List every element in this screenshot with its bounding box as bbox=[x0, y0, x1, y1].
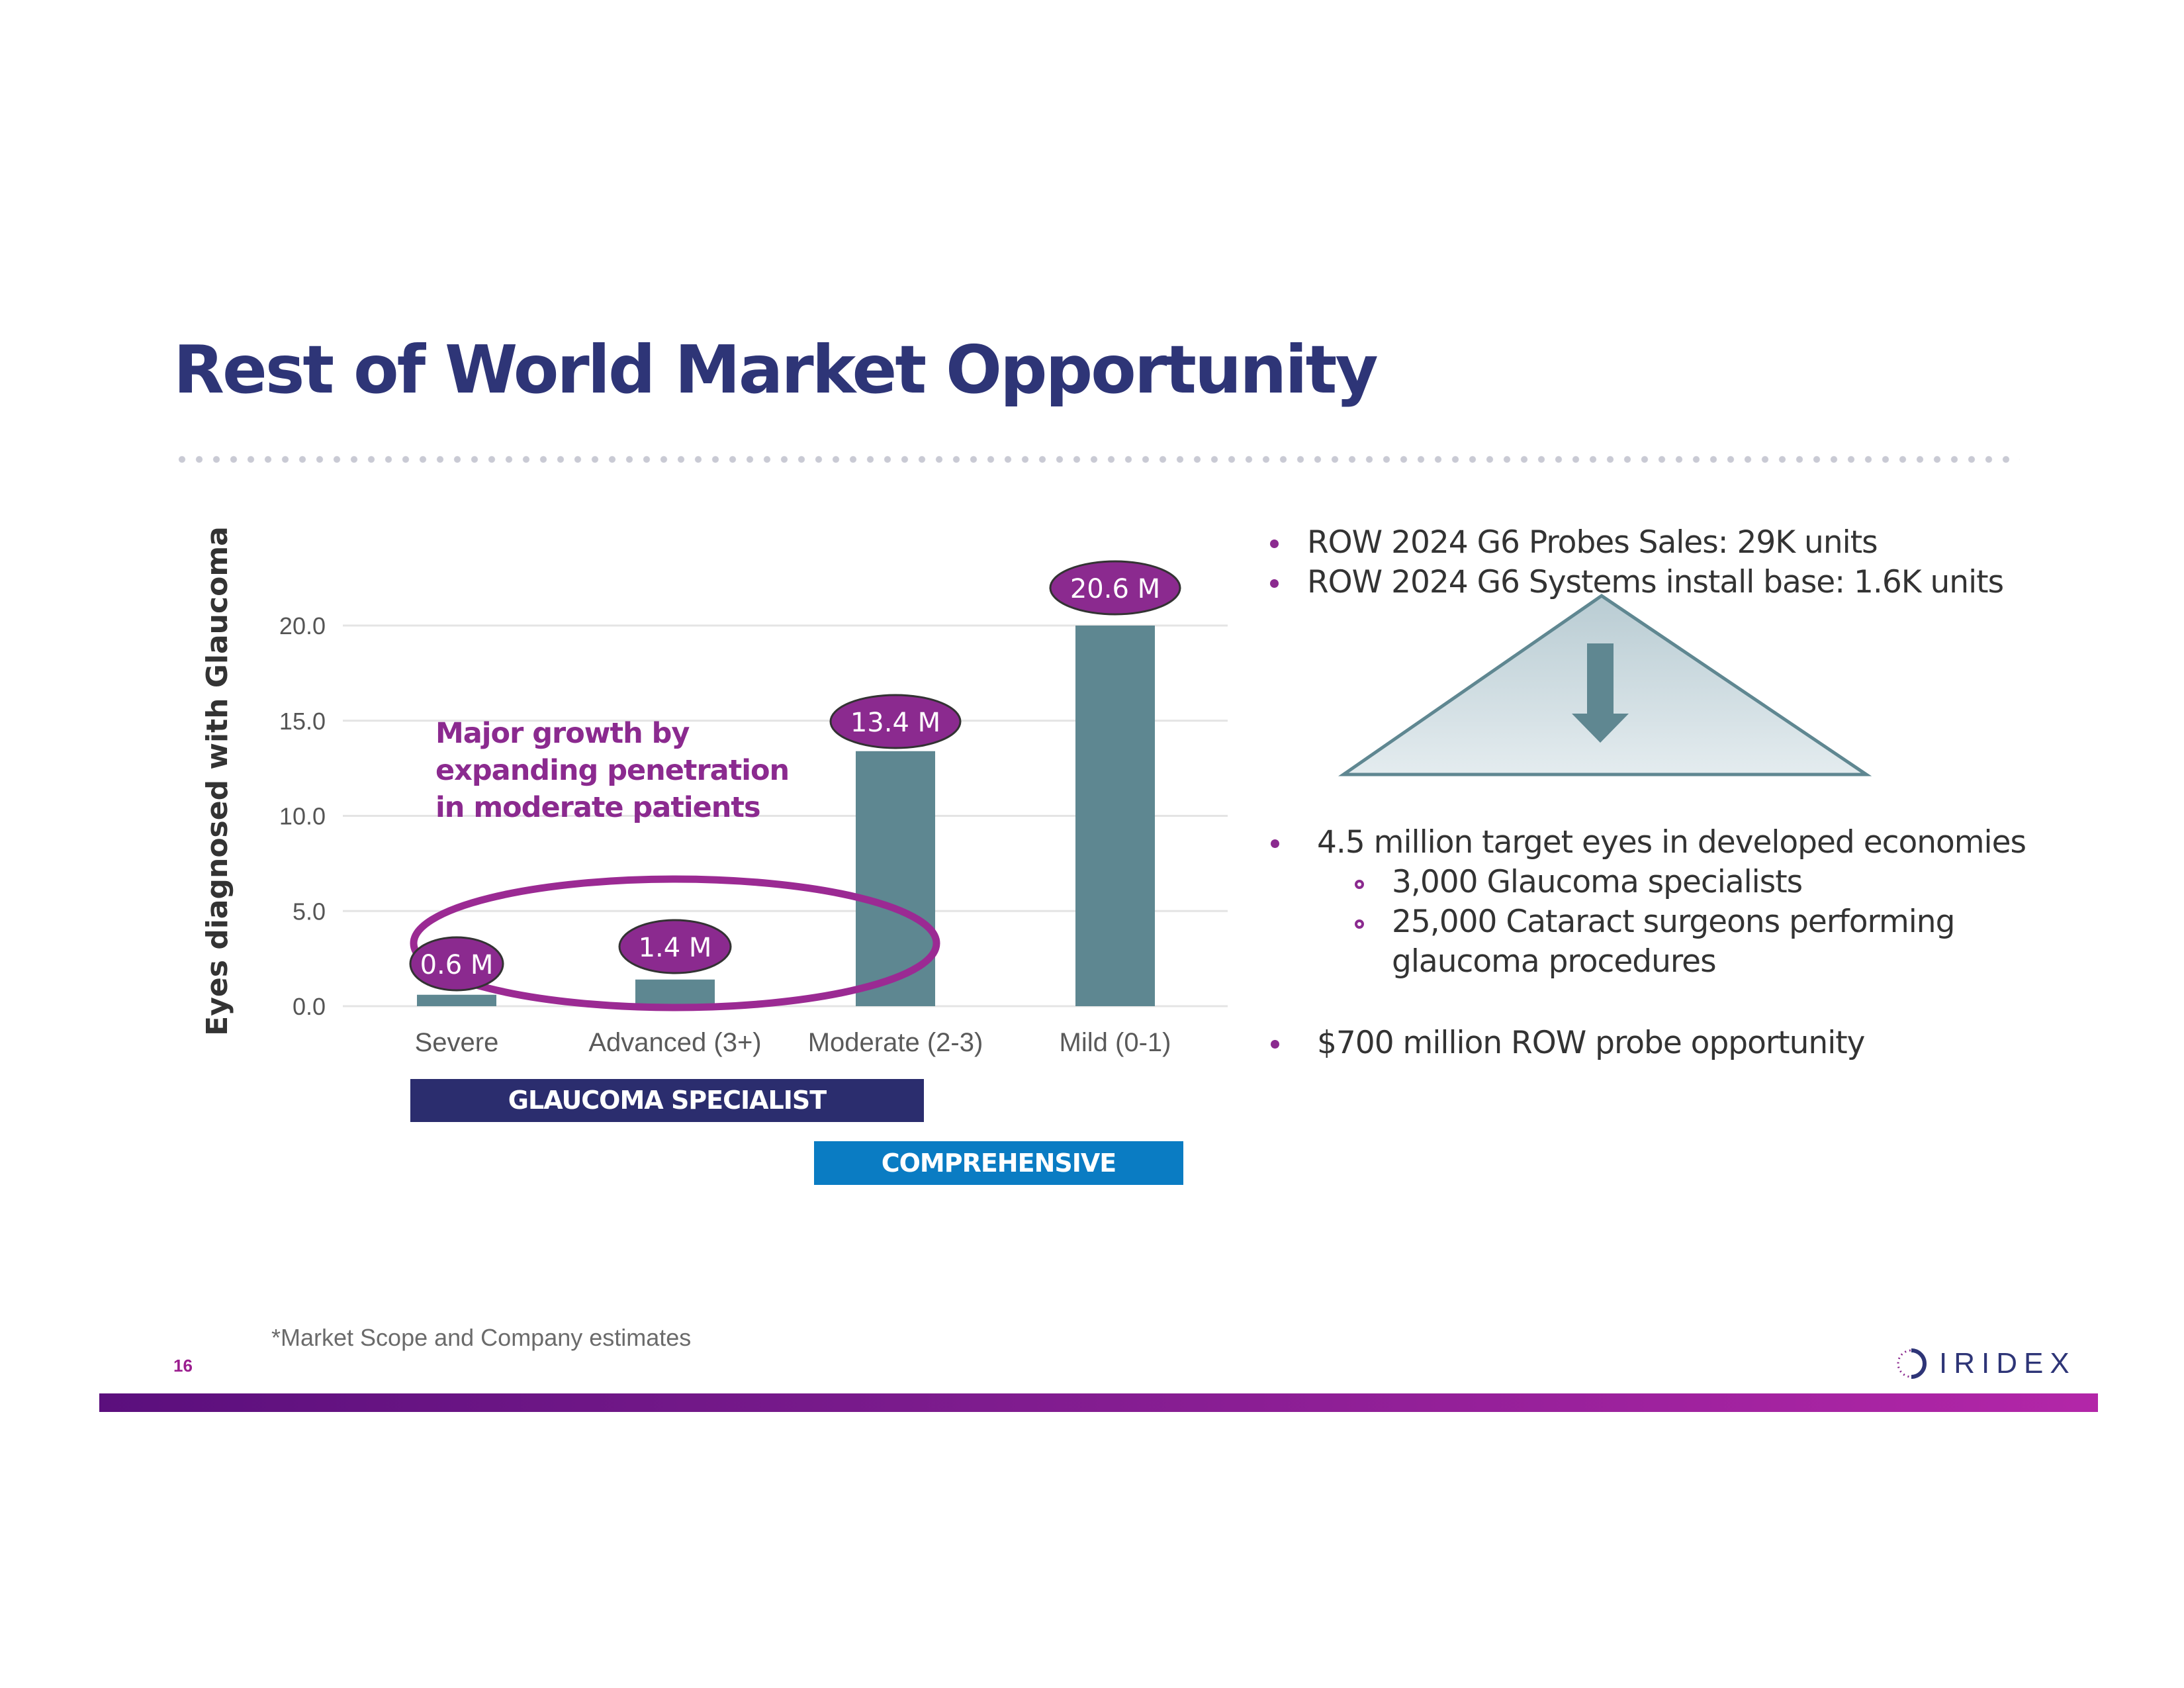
x-tick-labels: Severe Advanced (3+) Moderate (2-3) Mild (0… bbox=[415, 1028, 1171, 1057]
bar bbox=[1075, 626, 1155, 1006]
y-tick-label: 10.0 bbox=[279, 803, 326, 830]
logo-text: IRIDEX bbox=[1939, 1347, 2076, 1380]
data-label: 13.4 M bbox=[850, 708, 940, 738]
data-label-bubble bbox=[829, 694, 962, 749]
y-tick-label: 15.0 bbox=[279, 708, 326, 735]
growth-annotation: Major growth by expanding penetration in… bbox=[435, 717, 790, 824]
bullet-icon bbox=[1271, 1040, 1279, 1049]
bar bbox=[635, 979, 715, 1006]
y-tick-label: 0.0 bbox=[293, 993, 326, 1020]
data-label: 0.6 M bbox=[420, 950, 494, 980]
y-tick-label: 5.0 bbox=[293, 898, 326, 925]
bar bbox=[417, 994, 496, 1006]
bars bbox=[417, 626, 1155, 1006]
slide-title: Rest of World Market Opportunity bbox=[173, 331, 1379, 408]
data-label: 20.6 M bbox=[1070, 574, 1160, 604]
y-tick-labels: 0.0 5.0 10.0 15.0 20.0 bbox=[279, 612, 326, 1020]
glaucoma-specialist-label: GLAUCOMA SPECIALIST bbox=[410, 1079, 924, 1122]
footer-gradient-bar bbox=[99, 1393, 2098, 1412]
down-arrow-icon bbox=[1572, 643, 1629, 743]
x-tick-label: Advanced (3+) bbox=[588, 1028, 761, 1057]
sub-bullet-icon bbox=[1355, 919, 1364, 929]
y-axis-label: Eyes diagnosed with Glaucoma bbox=[201, 526, 234, 1036]
data-label-bubble bbox=[409, 936, 504, 992]
bullet-icon bbox=[1271, 839, 1279, 848]
bullet-icon bbox=[1270, 579, 1279, 588]
data-labels: 0.6 M 1.4 M 13.4 M 20.6 M bbox=[409, 560, 1181, 992]
dotted-divider bbox=[173, 455, 2020, 463]
comprehensive-label: COMPREHENSIVE bbox=[814, 1141, 1183, 1185]
x-tick-label: Severe bbox=[415, 1028, 499, 1057]
y-tick-label: 20.0 bbox=[279, 612, 326, 639]
bullet-icon bbox=[1270, 539, 1279, 548]
logo-mark-icon bbox=[1897, 1348, 1927, 1379]
x-tick-label: Moderate (2-3) bbox=[808, 1028, 983, 1057]
sub-bullet-icon bbox=[1355, 880, 1364, 889]
data-label-bubble bbox=[1049, 560, 1181, 616]
data-label-bubble bbox=[618, 919, 732, 974]
data-label: 1.4 M bbox=[639, 933, 712, 963]
bar-chart: 0.0 5.0 10.0 15.0 20.0 Severe Advanced (3+) Mo… bbox=[201, 526, 1228, 1057]
x-tick-label: Mild (0-1) bbox=[1060, 1028, 1171, 1057]
highlight-ellipse bbox=[410, 875, 940, 1011]
funnel-triangle bbox=[1338, 593, 1872, 776]
page-number: 16 bbox=[173, 1356, 193, 1376]
footnote: *Market Scope and Company estimates bbox=[271, 1324, 692, 1351]
